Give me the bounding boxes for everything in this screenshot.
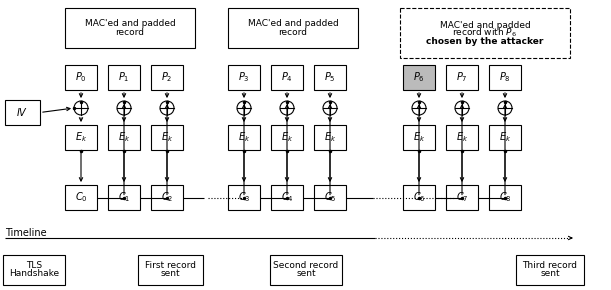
Bar bbox=[446, 65, 478, 90]
Text: $IV$: $IV$ bbox=[16, 106, 29, 119]
Text: record: record bbox=[115, 28, 144, 37]
Bar bbox=[446, 185, 478, 210]
Text: $E_k$: $E_k$ bbox=[324, 130, 336, 144]
Text: $P_1$: $P_1$ bbox=[119, 70, 130, 84]
Bar bbox=[314, 185, 346, 210]
Bar bbox=[108, 125, 140, 150]
Text: MAC'ed and padded: MAC'ed and padded bbox=[85, 19, 175, 28]
Bar bbox=[489, 125, 521, 150]
Bar bbox=[3, 255, 65, 285]
Text: $P_0$: $P_0$ bbox=[75, 70, 87, 84]
Text: $E_k$: $E_k$ bbox=[238, 130, 250, 144]
Bar bbox=[403, 185, 435, 210]
Text: $C_2$: $C_2$ bbox=[161, 191, 173, 204]
Text: record with $P_6$: record with $P_6$ bbox=[453, 27, 518, 39]
Bar bbox=[446, 125, 478, 150]
Bar bbox=[271, 65, 303, 90]
Bar bbox=[228, 8, 358, 48]
Bar bbox=[400, 8, 570, 58]
Bar bbox=[271, 125, 303, 150]
Text: $E_k$: $E_k$ bbox=[413, 130, 425, 144]
Text: $E_k$: $E_k$ bbox=[161, 130, 173, 144]
Bar bbox=[108, 185, 140, 210]
Bar bbox=[108, 65, 140, 90]
Bar bbox=[489, 65, 521, 90]
Bar bbox=[65, 125, 97, 150]
Text: $C_0$: $C_0$ bbox=[75, 191, 87, 204]
Text: MAC'ed and padded: MAC'ed and padded bbox=[440, 21, 530, 30]
Text: MAC'ed and padded: MAC'ed and padded bbox=[247, 19, 338, 28]
Bar bbox=[271, 185, 303, 210]
Bar bbox=[151, 185, 183, 210]
Text: sent: sent bbox=[540, 269, 560, 278]
Text: $C_5$: $C_5$ bbox=[324, 191, 336, 204]
Bar bbox=[403, 125, 435, 150]
Text: $C_1$: $C_1$ bbox=[118, 191, 130, 204]
Text: Timeline: Timeline bbox=[5, 228, 46, 238]
Text: $P_2$: $P_2$ bbox=[161, 70, 173, 84]
Bar bbox=[516, 255, 584, 285]
Text: $P_8$: $P_8$ bbox=[499, 70, 511, 84]
Bar bbox=[151, 65, 183, 90]
Bar bbox=[314, 65, 346, 90]
Bar bbox=[5, 100, 40, 125]
Text: chosen by the attacker: chosen by the attacker bbox=[426, 37, 544, 46]
Text: $C_8$: $C_8$ bbox=[499, 191, 511, 204]
Text: TLS: TLS bbox=[26, 262, 42, 271]
Text: $C_3$: $C_3$ bbox=[238, 191, 251, 204]
Text: $E_k$: $E_k$ bbox=[75, 130, 87, 144]
Text: $C_7$: $C_7$ bbox=[456, 191, 468, 204]
Text: $E_k$: $E_k$ bbox=[281, 130, 293, 144]
Bar bbox=[65, 185, 97, 210]
Bar bbox=[65, 8, 195, 48]
Bar bbox=[489, 185, 521, 210]
Text: $C_6$: $C_6$ bbox=[412, 191, 425, 204]
Bar bbox=[403, 65, 435, 90]
Text: Second record: Second record bbox=[273, 262, 338, 271]
Text: Third record: Third record bbox=[522, 262, 577, 271]
Bar bbox=[270, 255, 342, 285]
Text: sent: sent bbox=[296, 269, 316, 278]
Text: $P_7$: $P_7$ bbox=[456, 70, 468, 84]
Bar bbox=[151, 125, 183, 150]
Bar bbox=[138, 255, 203, 285]
Bar bbox=[228, 65, 260, 90]
Text: $P_4$: $P_4$ bbox=[281, 70, 293, 84]
Bar bbox=[228, 185, 260, 210]
Text: record: record bbox=[279, 28, 307, 37]
Bar bbox=[65, 65, 97, 90]
Bar bbox=[228, 125, 260, 150]
Text: $E_k$: $E_k$ bbox=[118, 130, 130, 144]
Text: $P_6$: $P_6$ bbox=[413, 70, 425, 84]
Text: sent: sent bbox=[161, 269, 180, 278]
Text: $E_k$: $E_k$ bbox=[456, 130, 468, 144]
Text: Handshake: Handshake bbox=[9, 269, 59, 278]
Bar bbox=[314, 125, 346, 150]
Text: $P_3$: $P_3$ bbox=[238, 70, 250, 84]
Text: $P_5$: $P_5$ bbox=[324, 70, 336, 84]
Text: First record: First record bbox=[145, 262, 196, 271]
Text: $C_4$: $C_4$ bbox=[280, 191, 293, 204]
Text: $E_k$: $E_k$ bbox=[499, 130, 511, 144]
